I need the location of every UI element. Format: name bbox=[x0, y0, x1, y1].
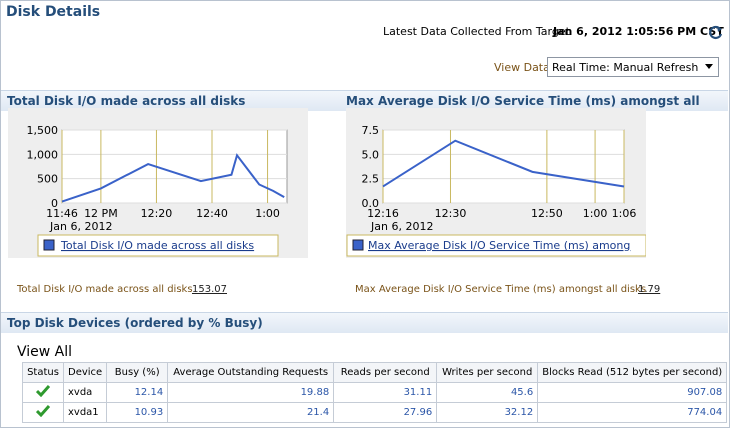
series-line bbox=[382, 139, 625, 188]
column-header: Blocks Read (512 bytes per second) bbox=[537, 362, 728, 383]
section-header: Top Disk Devices (ordered by % Busy) bbox=[1, 312, 728, 333]
column-header: Writes per second bbox=[436, 362, 539, 383]
column-header: Device bbox=[62, 362, 108, 383]
x-tick-label: 11:46 bbox=[46, 207, 78, 220]
table-row: xvda1 10.93 21.4 27.96 32.12 774.04 bbox=[22, 402, 728, 423]
numeric-cell: 31.11 bbox=[333, 382, 438, 403]
column-header: Average Outstanding Requests bbox=[167, 362, 335, 383]
x-tick-label: 12:30 bbox=[435, 207, 467, 220]
y-tick-label: 2.5 bbox=[362, 173, 380, 186]
view-data-label: View Data bbox=[494, 61, 550, 74]
x-tick-label: 1:06 bbox=[612, 207, 637, 220]
header-row: Status Device Busy (%) Average Outstanding … bbox=[22, 362, 728, 383]
numeric-cell: 45.6 bbox=[436, 382, 539, 403]
legend-label[interactable]: Max Average Disk I/O Service Time (ms) a… bbox=[368, 239, 630, 252]
table-title: Top Disk Devices (ordered by % Busy) bbox=[7, 316, 263, 330]
y-tick-label: 5.0 bbox=[362, 148, 380, 161]
summary-label: Total Disk I/O made across all disks bbox=[17, 284, 193, 295]
legend-box bbox=[37, 234, 279, 257]
plot-area bbox=[61, 129, 288, 204]
check-mark bbox=[35, 385, 51, 398]
numeric-cell: 907.08 bbox=[537, 382, 728, 403]
refresh-icon[interactable] bbox=[708, 25, 724, 41]
select-value: Real Time: Manual Refresh bbox=[552, 61, 699, 74]
chart-panel: 0.0 2.5 5.0 7.5 12:16 12:30 12:50 1:00 1:06 Jan 6… bbox=[346, 108, 647, 258]
x-sublabel: Jan 6, 2012 bbox=[49, 220, 112, 233]
x-tick-label: 1:00 bbox=[583, 207, 608, 220]
device-cell: xvda bbox=[62, 382, 108, 403]
status-icon bbox=[35, 405, 51, 418]
chart: 0.0 2.5 5.0 7.5 12:16 12:30 12:50 1:00 1:06 Jan 6… bbox=[346, 124, 647, 257]
device-table: Status Device Busy (%) Average Outstanding … bbox=[22, 362, 728, 423]
select-arrow bbox=[705, 64, 713, 69]
chart: 0 500 1,000 1,500 11:46 12 PM 12:20 12:40 1:00 Ja… bbox=[27, 124, 288, 257]
view-data-select[interactable]: Real Time: Manual Refresh bbox=[547, 57, 719, 77]
column-header: Reads per second bbox=[333, 362, 438, 383]
x-tick-label: 12 PM bbox=[84, 207, 118, 220]
y-tick-label: 7.5 bbox=[362, 124, 380, 137]
page-title: Disk Details bbox=[6, 4, 101, 20]
numeric-cell: 21.4 bbox=[167, 402, 335, 423]
summary-label: Max Average Disk I/O Service Time (ms) a… bbox=[355, 284, 647, 295]
legend-label[interactable]: Total Disk I/O made across all disks bbox=[60, 239, 254, 252]
status-cell bbox=[22, 402, 64, 423]
status-cell bbox=[22, 382, 64, 403]
y-tick-label: 500 bbox=[37, 173, 58, 186]
y-tick-label: 1,500 bbox=[27, 124, 59, 137]
table-row: xvda 12.14 19.88 31.11 45.6 907.08 bbox=[22, 382, 728, 403]
column-header: Busy (%) bbox=[106, 362, 169, 383]
legend-swatch bbox=[43, 239, 55, 251]
chart-title: Total Disk I/O made across all disks bbox=[7, 94, 246, 108]
x-tick-label: 12:40 bbox=[196, 207, 228, 220]
view-all[interactable]: View All bbox=[17, 344, 73, 360]
collected-value: Jan 6, 2012 1:05:56 PM CST bbox=[553, 25, 724, 38]
device-cell: xvda1 bbox=[62, 402, 108, 423]
x-tick-label: 12:16 bbox=[367, 207, 399, 220]
y-tick-label: 0 bbox=[51, 197, 58, 210]
section-header: Total Disk I/O made across all disks Max … bbox=[1, 90, 728, 122]
numeric-cell: 19.88 bbox=[167, 382, 335, 403]
column-header: Status bbox=[22, 362, 64, 383]
numeric-cell: 27.96 bbox=[333, 402, 438, 423]
chart-panel: 0 500 1,000 1,500 11:46 12 PM 12:20 12:40 1:00 Ja… bbox=[8, 108, 308, 258]
check-mark bbox=[35, 405, 51, 418]
y-tick-label: 1,000 bbox=[27, 148, 59, 161]
x-tick-label: 1:00 bbox=[255, 207, 280, 220]
numeric-cell: 12.14 bbox=[106, 382, 169, 403]
numeric-cell: 774.04 bbox=[537, 402, 728, 423]
numeric-cell: 32.12 bbox=[436, 402, 539, 423]
x-tick-label: 12:50 bbox=[531, 207, 563, 220]
collected-label: Latest Data Collected From Target bbox=[383, 25, 570, 38]
numeric-cell: 10.93 bbox=[106, 402, 169, 423]
summary-value[interactable]: 1.79 bbox=[638, 284, 661, 295]
status-icon bbox=[35, 385, 51, 398]
x-tick-label: 12:20 bbox=[141, 207, 173, 220]
y-tick-label: 0.0 bbox=[362, 197, 380, 210]
legend-swatch bbox=[352, 239, 364, 251]
series-line bbox=[61, 153, 285, 203]
x-sublabel: Jan 6, 2012 bbox=[370, 220, 433, 233]
plot-area bbox=[382, 129, 625, 204]
summary-value[interactable]: 153.07 bbox=[192, 284, 227, 295]
